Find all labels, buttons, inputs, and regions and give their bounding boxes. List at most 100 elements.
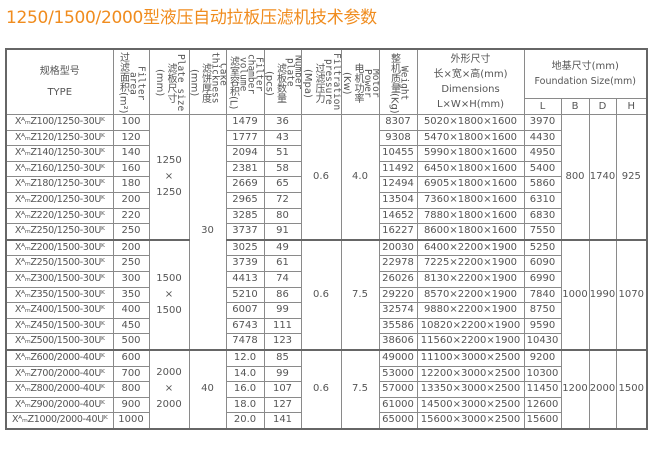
- dimensions-cell: 15600×3000×2500: [416, 412, 525, 430]
- number-cell: 127: [263, 396, 302, 414]
- type-cell: XᴬₘZ200/1250-30Uᴷ: [5, 191, 114, 209]
- type-cell: XᴬₘZ700/2000-40Uᴷ: [5, 365, 114, 383]
- area-cell: 200: [112, 238, 150, 257]
- foundation-L-cell: 9200: [523, 348, 562, 367]
- foundation-L-cell: 4430: [523, 129, 562, 147]
- header-weight-en: Weight: [398, 65, 410, 101]
- volume-cell: 14.0: [225, 365, 265, 383]
- plate-size-line: 2000: [156, 399, 182, 411]
- foundation-L-cell: 3970: [523, 114, 562, 131]
- header-area-cn: 过滤面积(m²): [117, 52, 129, 114]
- area-cell: 140: [112, 145, 150, 162]
- number-cell: 107: [263, 381, 302, 398]
- table-row: XᴬₘZ1000/2000-40Uᴷ 1000 20.0 141 65000 15600×…: [5, 412, 647, 430]
- dimensions-cell: 14500×3000×2500: [416, 396, 525, 414]
- volume-cell: 6007: [225, 302, 265, 319]
- foundation-L-cell: 11450: [523, 381, 562, 398]
- foundation-D-cell: 1740: [588, 113, 617, 241]
- volume-cell: 3025: [225, 238, 265, 257]
- header-number-en: Number plate: [284, 54, 301, 90]
- area-cell: 160: [112, 160, 150, 178]
- foundation-H-cell: 1500: [615, 348, 648, 430]
- type-cell: XᴬₘZ400/1500-30Uᴷ: [5, 302, 114, 319]
- weight-cell: 61000: [378, 396, 418, 414]
- motor-cell: 4.0: [340, 113, 380, 241]
- number-cell: 141: [263, 412, 302, 430]
- type-cell: XᴬₘZ800/2000-40Uᴷ: [5, 381, 114, 398]
- foundation-L-cell: 9590: [523, 317, 562, 335]
- weight-cell: 13504: [378, 191, 418, 209]
- type-cell: XᴬₘZ140/1250-30Uᴷ: [5, 145, 114, 162]
- number-cell: 86: [263, 286, 302, 304]
- weight-cell: 9308: [378, 129, 418, 147]
- header-L: L: [523, 97, 562, 116]
- weight-cell: 38606: [378, 333, 418, 351]
- plate-size-line: 1250: [156, 154, 182, 166]
- dimensions-cell: 11560×2200×1900: [416, 333, 525, 351]
- header-pressure-en: Filtration pressure: [323, 53, 341, 111]
- number-cell: 74: [263, 270, 302, 288]
- number-cell: 91: [263, 223, 302, 241]
- volume-cell: 16.0: [225, 381, 265, 398]
- header-type-en: TYPE: [47, 87, 73, 98]
- plate-size-line: ×: [164, 170, 174, 182]
- header-D: D: [588, 97, 617, 116]
- area-cell: 500: [112, 333, 150, 351]
- header-dims-en: Dimensions: [441, 84, 500, 95]
- header-plate-cn: 滤板尺寸(mm): [154, 63, 176, 103]
- header-H: H: [615, 97, 648, 116]
- header-volume-cn: 滤室容积(L): [227, 56, 239, 110]
- area-cell: 120: [112, 129, 150, 147]
- header-type-cn: 规格型号: [39, 66, 80, 77]
- type-cell: XᴬₘZ160/1250-30Uᴷ: [5, 160, 114, 178]
- dimensions-cell: 8600×1800×1600: [416, 223, 525, 241]
- area-cell: 900: [112, 396, 150, 414]
- header-volume: 滤室容积(L) Filter chamber volume: [225, 48, 265, 115]
- foundation-L-cell: 5250: [523, 238, 562, 257]
- foundation-L-cell: 6090: [523, 255, 562, 272]
- header-area-en: Filter area: [127, 65, 147, 101]
- type-cell: XᴬₘZ350/1500-30Uᴷ: [5, 286, 114, 304]
- table-row: XᴬₘZ450/1500-30Uᴷ 450 6743 111 35586 10820×22…: [5, 317, 647, 335]
- type-cell: XᴬₘZ180/1250-30Uᴷ: [5, 176, 114, 193]
- foundation-B-cell: 1000: [560, 238, 590, 351]
- plate-size-cell: 1250 × 1250: [148, 113, 190, 241]
- foundation-L-cell: 7550: [523, 223, 562, 241]
- spec-table: 规格型号 TYPE 过滤面积(m²) Filter area 滤板尺寸(mm) Pl…: [5, 48, 649, 430]
- area-cell: 1000: [112, 412, 150, 430]
- dimensions-cell: 5470×1800×1600: [416, 129, 525, 147]
- foundation-D-cell: 1990: [588, 238, 617, 351]
- weight-cell: 26026: [378, 270, 418, 288]
- volume-cell: 2669: [225, 176, 265, 193]
- number-cell: 65: [263, 176, 302, 193]
- foundation-L-cell: 10300: [523, 365, 562, 383]
- volume-cell: 6743: [225, 317, 265, 335]
- motor-cell: 7.5: [340, 238, 380, 351]
- area-cell: 100: [112, 114, 150, 131]
- foundation-L-cell: 10430: [523, 333, 562, 351]
- number-cell: 99: [263, 365, 302, 383]
- weight-cell: 22978: [378, 255, 418, 272]
- spec-table-body: XᴬₘZ100/1250-30Uᴷ 100 1250 × 1250 30 1479 36 0.6…: [5, 113, 648, 430]
- area-cell: 220: [112, 207, 150, 225]
- dimensions-cell: 9880×2200×1900: [416, 302, 525, 319]
- pressure-cell: 0.6: [300, 348, 342, 430]
- weight-cell: 32574: [378, 302, 418, 319]
- type-cell: XᴬₘZ300/1500-30Uᴷ: [5, 270, 114, 288]
- volume-cell: 20.0: [225, 412, 265, 430]
- header-foundation: 地基尺寸(mm) Foundation Size(mm): [523, 48, 648, 99]
- foundation-L-cell: 8750: [523, 302, 562, 319]
- header-weight-cn: 整机质量(Kg): [388, 52, 400, 114]
- volume-cell: 2094: [225, 145, 265, 162]
- header-plate-en: Plate size: [175, 54, 186, 112]
- foundation-L-cell: 12600: [523, 396, 562, 414]
- weight-cell: 11492: [378, 160, 418, 178]
- volume-cell: 3737: [225, 223, 265, 241]
- weight-cell: 49000: [378, 348, 418, 367]
- foundation-B-cell: 1200: [560, 348, 590, 430]
- dimensions-cell: 5990×1800×1600: [416, 145, 525, 162]
- type-cell: XᴬₘZ1000/2000-40Uᴷ: [5, 412, 114, 430]
- area-cell: 400: [112, 302, 150, 319]
- header-type: 规格型号 TYPE: [5, 48, 114, 115]
- weight-cell: 29220: [378, 286, 418, 304]
